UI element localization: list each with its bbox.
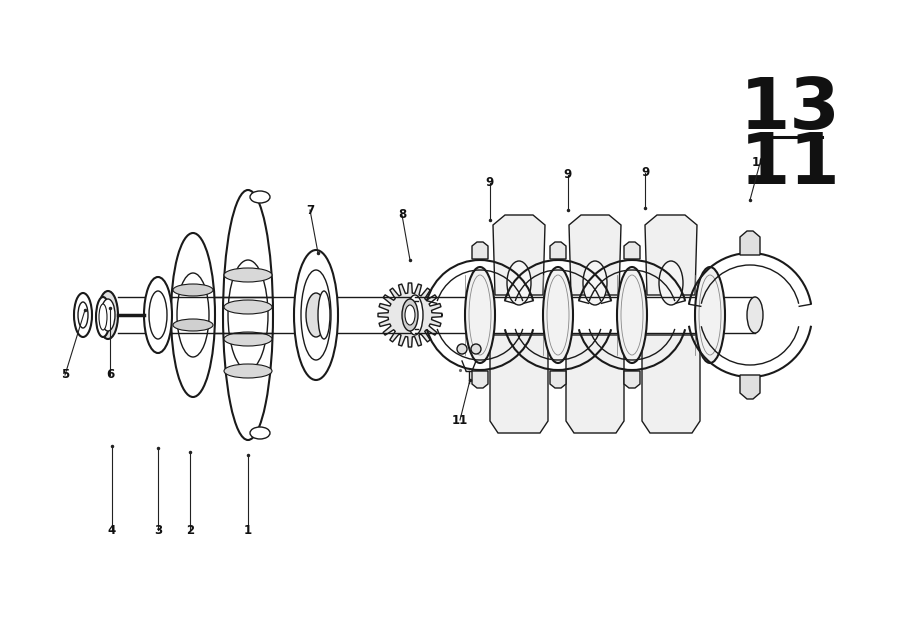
Ellipse shape <box>306 293 326 337</box>
Ellipse shape <box>177 273 209 357</box>
Text: 9: 9 <box>486 177 494 189</box>
Text: 10: 10 <box>752 156 768 170</box>
Text: 5: 5 <box>61 368 69 382</box>
Ellipse shape <box>78 302 88 328</box>
Ellipse shape <box>465 267 495 363</box>
Ellipse shape <box>98 291 118 339</box>
Polygon shape <box>490 335 548 433</box>
Polygon shape <box>550 242 566 259</box>
Ellipse shape <box>224 364 272 378</box>
Ellipse shape <box>149 291 167 339</box>
Ellipse shape <box>318 291 330 339</box>
Polygon shape <box>550 371 566 388</box>
Text: 7: 7 <box>306 203 314 217</box>
Ellipse shape <box>223 190 273 440</box>
Ellipse shape <box>250 191 270 203</box>
Polygon shape <box>624 371 640 388</box>
Ellipse shape <box>250 427 270 439</box>
Ellipse shape <box>101 299 115 331</box>
Ellipse shape <box>543 267 573 363</box>
Polygon shape <box>472 242 488 259</box>
Ellipse shape <box>405 305 415 325</box>
Polygon shape <box>472 371 488 388</box>
Polygon shape <box>740 231 760 255</box>
Ellipse shape <box>144 277 172 353</box>
Ellipse shape <box>99 304 107 330</box>
Ellipse shape <box>457 344 467 354</box>
Text: 9: 9 <box>564 168 572 182</box>
Ellipse shape <box>583 261 607 305</box>
Ellipse shape <box>695 267 725 363</box>
Ellipse shape <box>224 332 272 346</box>
Ellipse shape <box>407 295 423 335</box>
Ellipse shape <box>74 293 92 337</box>
Ellipse shape <box>173 284 213 296</box>
Polygon shape <box>378 283 442 347</box>
Polygon shape <box>642 335 700 433</box>
Text: 2: 2 <box>186 523 194 537</box>
Polygon shape <box>645 215 697 295</box>
Text: 6: 6 <box>106 368 114 382</box>
Ellipse shape <box>659 261 683 305</box>
Polygon shape <box>569 215 621 295</box>
Ellipse shape <box>224 300 272 314</box>
Ellipse shape <box>617 267 647 363</box>
Polygon shape <box>624 242 640 259</box>
Ellipse shape <box>171 233 215 397</box>
Ellipse shape <box>228 260 268 370</box>
Ellipse shape <box>294 250 338 380</box>
Text: 11: 11 <box>740 131 841 199</box>
Ellipse shape <box>301 270 331 360</box>
Ellipse shape <box>747 297 763 333</box>
Text: 8: 8 <box>398 208 406 222</box>
Polygon shape <box>566 335 624 433</box>
Text: 3: 3 <box>154 523 162 537</box>
Ellipse shape <box>173 319 213 331</box>
Polygon shape <box>493 215 545 295</box>
Text: 9: 9 <box>641 166 649 180</box>
Polygon shape <box>740 375 760 399</box>
Ellipse shape <box>402 299 418 331</box>
Ellipse shape <box>471 344 481 354</box>
Text: 4: 4 <box>108 523 116 537</box>
Ellipse shape <box>507 261 531 305</box>
Ellipse shape <box>96 297 110 337</box>
Ellipse shape <box>224 268 272 282</box>
Text: 13: 13 <box>740 76 841 145</box>
Text: 11: 11 <box>452 413 468 427</box>
Text: 1: 1 <box>244 523 252 537</box>
